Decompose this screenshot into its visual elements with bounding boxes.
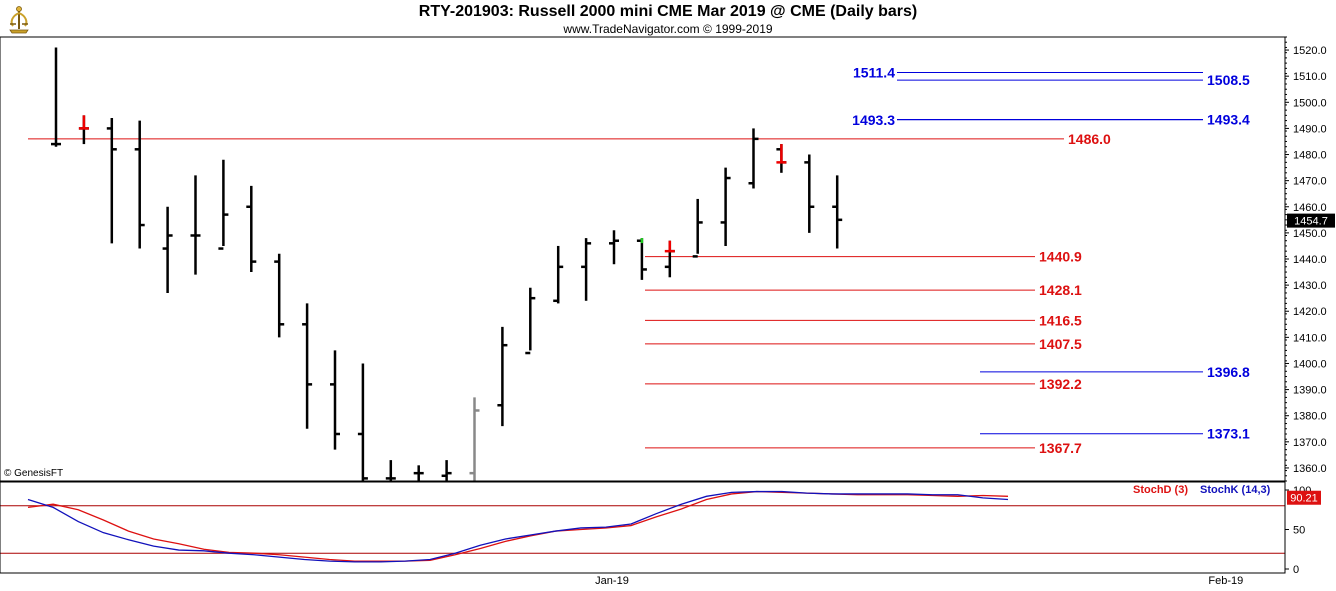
level-label: 1396.8	[1207, 364, 1250, 380]
price-tick-label: 1500.0	[1293, 97, 1327, 109]
level-label: 1407.5	[1039, 336, 1082, 352]
level-label: 1428.1	[1039, 282, 1082, 298]
stoch-value-label: 90.21	[1290, 493, 1318, 505]
level-label: 1367.7	[1039, 440, 1082, 456]
x-axis-label: Jan-19	[595, 575, 629, 587]
level-label: 1440.9	[1039, 249, 1082, 265]
stoch-pane-frame	[0, 481, 1286, 574]
price-tick-label: 1460.0	[1293, 202, 1327, 214]
price-tick-label: 1450.0	[1293, 228, 1327, 240]
last-price-label: 1454.7	[1294, 216, 1328, 228]
price-tick-label: 1380.0	[1293, 411, 1327, 423]
level-label: 1493.3	[852, 112, 895, 128]
level-label: 1493.4	[1207, 112, 1250, 128]
price-tick-label: 1510.0	[1293, 71, 1327, 83]
price-tick-label: 1410.0	[1293, 332, 1327, 344]
chart-title: RTY-201903: Russell 2000 mini CME Mar 20…	[418, 3, 918, 20]
price-tick-label: 1400.0	[1293, 358, 1327, 370]
price-tick-label: 1360.0	[1293, 463, 1327, 475]
stoch-legend-d: StochD (3)	[1133, 484, 1188, 496]
level-label: 1416.5	[1039, 312, 1082, 328]
level-label: 1486.0	[1068, 131, 1111, 147]
stoch-value-tag	[1287, 490, 1321, 505]
level-label: 1392.2	[1039, 376, 1082, 392]
level-label: 1511.4	[853, 65, 895, 81]
last-price-tag	[1287, 213, 1335, 228]
price-tick-label: 1420.0	[1293, 306, 1327, 318]
x-axis-label: Feb-19	[1208, 575, 1243, 587]
level-label: 1508.5	[1207, 72, 1250, 88]
price-tick-label: 1430.0	[1293, 280, 1327, 292]
price-tick-label: 1370.0	[1293, 437, 1327, 449]
level-label: 1373.1	[1207, 426, 1250, 442]
stoch-series-line	[27, 490, 1009, 562]
price-tick-label: 1490.0	[1293, 123, 1327, 135]
price-tick-label: 1470.0	[1293, 176, 1327, 188]
price-tick-label: 1440.0	[1293, 254, 1327, 266]
stoch-series-line	[27, 490, 1009, 563]
stoch-legend-k: StochK (14,3)	[1200, 484, 1271, 496]
stoch-tick-label: 50	[1293, 525, 1305, 537]
copyright-text: © GenesisFT	[4, 468, 64, 479]
price-pane: 1486.0 1440.9 1428.1 1416.5 1407.5 1392.2 1367…	[28, 47, 1250, 481]
chart-subtitle: www.TradeNavigator.com © 1999-2019	[563, 22, 773, 36]
stochastic-pane: StochD (3) StochK (14,3)	[0, 484, 1285, 563]
price-tick-label: 1480.0	[1293, 150, 1327, 162]
trade-navigator-logo-icon[interactable]	[4, 4, 34, 36]
price-tick-label: 1520.0	[1293, 45, 1327, 57]
price-tick-label: 1390.0	[1293, 385, 1327, 397]
axes: 1360.0 1370.0 1380.0 1390.0 1400.0 1410.0 1420…	[0, 36, 1335, 587]
stoch-tick-label: 0	[1293, 564, 1299, 576]
